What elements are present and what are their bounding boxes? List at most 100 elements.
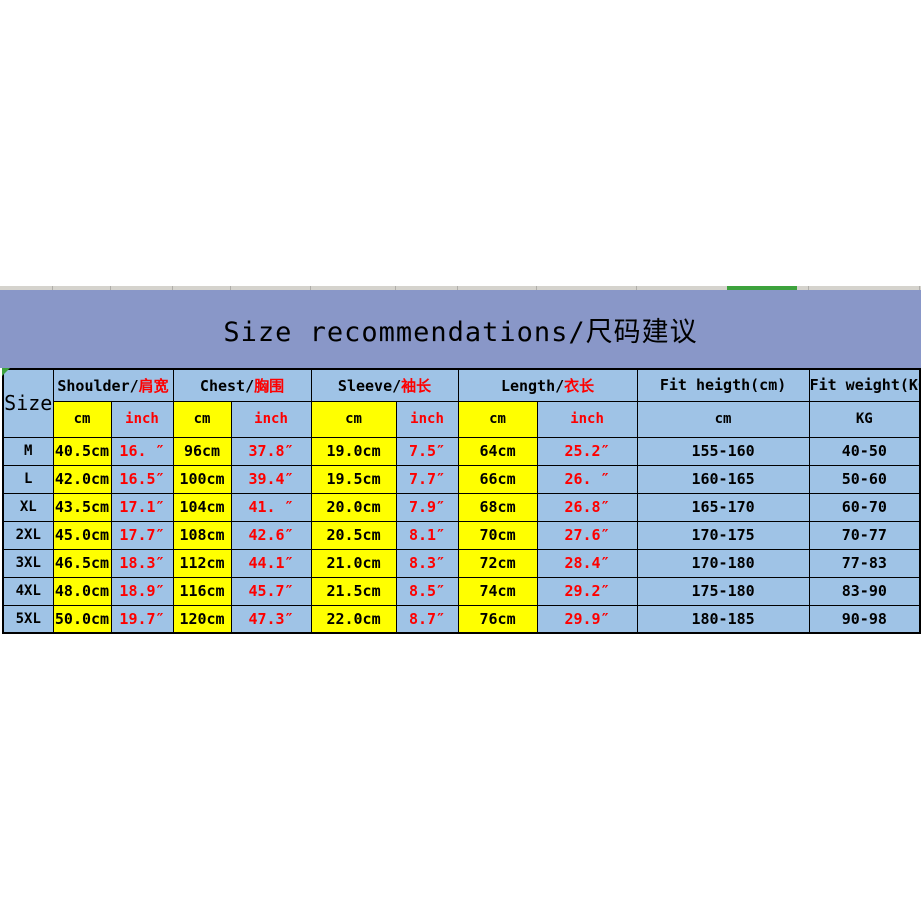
group-header: Shoulder/肩宽 <box>52 368 174 402</box>
value-cell: 26. ″ <box>536 464 638 494</box>
value-cell: 7.5″ <box>395 436 459 466</box>
group-header: Fit weight(KG) <box>808 368 921 402</box>
value-cell: 83-90 <box>808 576 921 606</box>
gridline-tick <box>457 286 458 290</box>
value-cell: 8.1″ <box>395 520 459 550</box>
value-cell: 74cm <box>457 576 538 606</box>
size-cell: L <box>2 464 54 494</box>
value-cell: 50-60 <box>808 464 921 494</box>
size-cell: 4XL <box>2 576 54 606</box>
gridline-tick <box>919 286 920 290</box>
value-cell: 42.0cm <box>52 464 112 494</box>
group-header: Chest/胸围 <box>172 368 312 402</box>
value-cell: 100cm <box>172 464 232 494</box>
value-cell: 22.0cm <box>310 604 397 634</box>
value-cell: 21.0cm <box>310 548 397 578</box>
value-cell: 48.0cm <box>52 576 112 606</box>
size-cell: 5XL <box>2 604 54 634</box>
value-cell: 20.5cm <box>310 520 397 550</box>
value-cell: 68cm <box>457 492 538 522</box>
value-cell: 45.0cm <box>52 520 112 550</box>
value-cell: 27.6″ <box>536 520 638 550</box>
value-cell: 17.1″ <box>110 492 174 522</box>
value-cell: 90-98 <box>808 604 921 634</box>
unit-header: inch <box>536 400 638 438</box>
value-cell: 96cm <box>172 436 232 466</box>
value-cell: 18.3″ <box>110 548 174 578</box>
value-cell: 8.7″ <box>395 604 459 634</box>
value-cell: 16. ″ <box>110 436 174 466</box>
value-cell: 19.5cm <box>310 464 397 494</box>
size-table-wrap: Size Shoulder/肩宽 Chest/胸围 Sleeve/袖长 Length/衣… <box>2 368 921 634</box>
value-cell: 170-175 <box>636 520 810 550</box>
size-table: Size Shoulder/肩宽 Chest/胸围 Sleeve/袖长 Length/衣… <box>2 368 921 634</box>
group-header-zh: 衣长 <box>564 376 595 395</box>
value-cell: 42.6″ <box>230 520 312 550</box>
gridline-tick <box>395 286 396 290</box>
value-cell: 8.5″ <box>395 576 459 606</box>
group-header-zh: 胸围 <box>254 376 285 395</box>
value-cell: 47.3″ <box>230 604 312 634</box>
gridline-tick <box>636 286 637 290</box>
green-corner-marker-icon <box>2 368 10 376</box>
value-cell: 44.1″ <box>230 548 312 578</box>
unit-header: cm <box>52 400 112 438</box>
group-header: Length/衣长 <box>457 368 638 402</box>
table-row: M 40.5cm 16. ″ 96cm 37.8″ 19.0cm 7.5″ 64cm 25.2″… <box>2 436 921 466</box>
value-cell: 39.4″ <box>230 464 312 494</box>
unit-header: cm <box>172 400 232 438</box>
group-header-zh: 肩宽 <box>138 376 169 395</box>
value-cell: 70cm <box>457 520 538 550</box>
value-cell: 21.5cm <box>310 576 397 606</box>
value-cell: 46.5cm <box>52 548 112 578</box>
gridline-tick <box>110 286 111 290</box>
page-title: Size recommendations/尺码建议 <box>223 316 698 348</box>
value-cell: 165-170 <box>636 492 810 522</box>
group-header: Fit heigth(cm) <box>636 368 810 402</box>
value-cell: 60-70 <box>808 492 921 522</box>
value-cell: 25.2″ <box>536 436 638 466</box>
value-cell: 50.0cm <box>52 604 112 634</box>
value-cell: 45.7″ <box>230 576 312 606</box>
value-cell: 29.9″ <box>536 604 638 634</box>
value-cell: 72cm <box>457 548 538 578</box>
value-cell: 16.5″ <box>110 464 174 494</box>
group-header-en: Sleeve/ <box>337 376 402 395</box>
value-cell: 170-180 <box>636 548 810 578</box>
value-cell: 41. ″ <box>230 492 312 522</box>
gridline-tick <box>536 286 537 290</box>
value-cell: 77-83 <box>808 548 921 578</box>
value-cell: 116cm <box>172 576 232 606</box>
value-cell: 7.7″ <box>395 464 459 494</box>
unit-header: cm <box>636 400 810 438</box>
gridline-tick <box>52 286 53 290</box>
table-row: 5XL 50.0cm 19.7″ 120cm 47.3″ 22.0cm 8.7″ 76cm 29… <box>2 604 921 634</box>
gridline-tick <box>808 286 809 290</box>
value-cell: 40-50 <box>808 436 921 466</box>
unit-header: inch <box>110 400 174 438</box>
table-row: 4XL 48.0cm 18.9″ 116cm 45.7″ 21.5cm 8.5″ 74cm 29… <box>2 576 921 606</box>
value-cell: 20.0cm <box>310 492 397 522</box>
value-cell: 66cm <box>457 464 538 494</box>
header-unit-row: cm inch cm inch cm inch cm inch cm KG <box>3 400 921 438</box>
value-cell: 112cm <box>172 548 232 578</box>
group-header-en: Chest/ <box>199 376 255 395</box>
unit-header: cm <box>310 400 397 438</box>
gridline-tick <box>230 286 231 290</box>
value-cell: 29.2″ <box>536 576 638 606</box>
table-row: L 42.0cm 16.5″ 100cm 39.4″ 19.5cm 7.7″ 66cm 26. … <box>2 464 921 494</box>
size-cell: M <box>2 436 54 466</box>
value-cell: 26.8″ <box>536 492 638 522</box>
value-cell: 19.0cm <box>310 436 397 466</box>
value-cell: 120cm <box>172 604 232 634</box>
value-cell: 108cm <box>172 520 232 550</box>
group-header-en: Length/ <box>500 376 565 395</box>
group-header: Sleeve/袖长 <box>310 368 459 402</box>
unit-header: inch <box>395 400 459 438</box>
value-cell: 19.7″ <box>110 604 174 634</box>
value-cell: 70-77 <box>808 520 921 550</box>
size-cell: XL <box>2 492 54 522</box>
gridline-tick <box>172 286 173 290</box>
value-cell: 180-185 <box>636 604 810 634</box>
size-column-header: Size <box>2 368 54 438</box>
